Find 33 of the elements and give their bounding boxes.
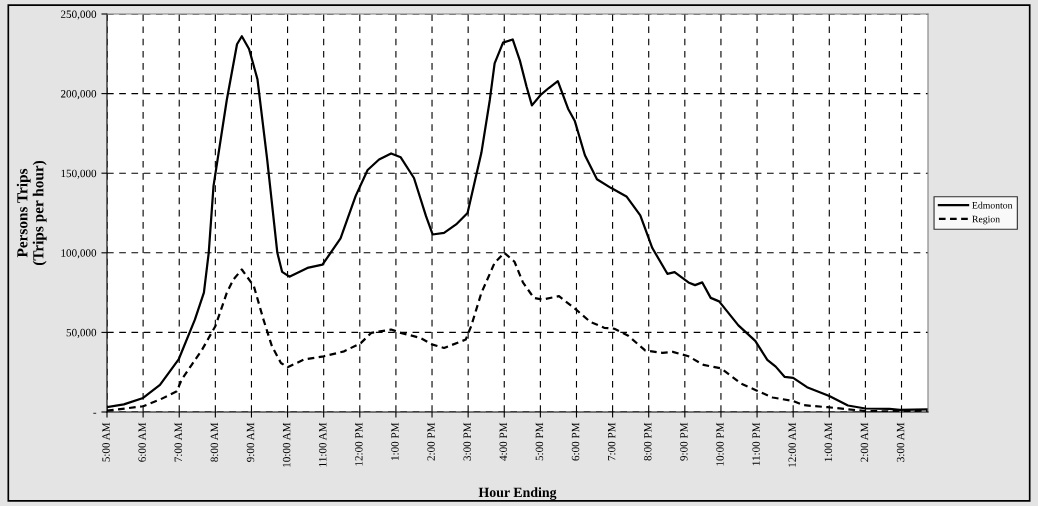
x-tick-label: 9:00 AM — [246, 422, 255, 462]
x-tick-label: 12:00 PM — [355, 422, 363, 466]
x-tick-label: 11:00 PM — [752, 422, 760, 466]
x-tick-label: 10:00 AM — [282, 422, 291, 467]
y-tick-label: 250,000 — [60, 10, 97, 20]
x-tick-label: 2:00 AM — [860, 422, 869, 462]
x-tick-label: 1:00 PM — [391, 422, 399, 461]
x-tick-label: 5:00 PM — [535, 422, 544, 461]
x-tick-label: 12:00 AM — [788, 422, 796, 467]
y-tick-label: 150,000 — [61, 169, 97, 179]
x-tick-label: 8:00 PM — [644, 422, 652, 461]
x-tick-label: 8:00 AM — [210, 422, 219, 462]
x-tick-label: 6:00 PM — [571, 422, 580, 461]
y-tick-label: - — [93, 412, 97, 414]
x-tick-label: 3:00 AM — [896, 422, 905, 462]
y-tick-label: 50,000 — [66, 328, 97, 338]
x-tick-label: 4:00 PM — [499, 422, 508, 461]
y-tick-label: 100,000 — [61, 249, 97, 259]
legend-label: Edmonton — [972, 201, 1013, 209]
x-tick-label: 5:00 AM — [102, 422, 110, 462]
y-tick-label: 200,000 — [60, 90, 97, 100]
x-tick-label: 7:00 AM — [174, 422, 183, 462]
x-tick-label: 10:00 PM — [716, 422, 724, 466]
x-tick-label: 1:00 AM — [824, 422, 833, 462]
x-tick-label: 11:00 AM — [318, 422, 327, 467]
x-tick-label: 3:00 PM — [463, 422, 471, 461]
legend-label: Region — [972, 215, 1000, 225]
x-axis-title: Hour Ending — [478, 487, 557, 500]
x-tick-label: 7:00 PM — [607, 422, 616, 461]
x-tick-label: 6:00 AM — [138, 422, 146, 462]
x-tick-label: 9:00 PM — [680, 422, 688, 461]
y-axis-title: Persons Trips (Trips per hour) — [16, 160, 47, 266]
x-tick-label: 2:00 PM — [427, 422, 435, 461]
